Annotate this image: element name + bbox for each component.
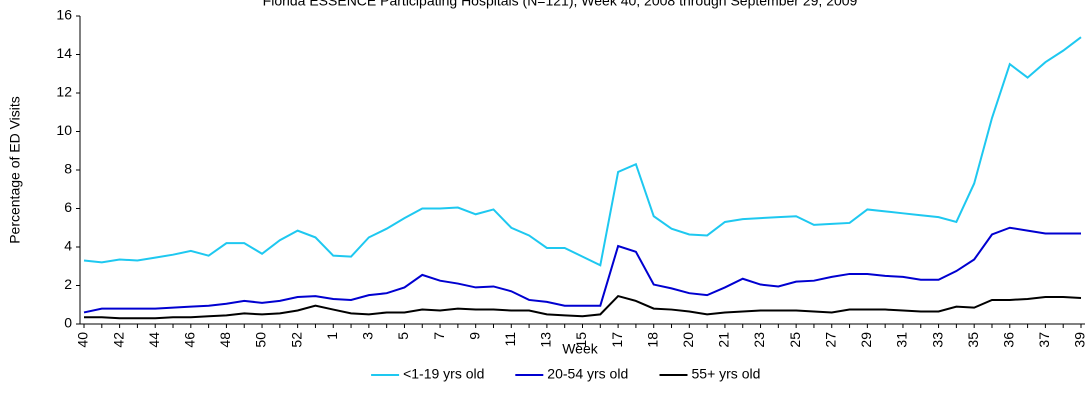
- x-axis-label: Week: [562, 341, 599, 357]
- chart-title: Florida ESSENCE Participating Hospitals …: [263, 0, 858, 9]
- x-tick-label: 27: [822, 332, 838, 348]
- x-tick-label: 25: [787, 332, 803, 348]
- x-tick-label: 23: [751, 332, 767, 348]
- y-tick-label: 16: [56, 7, 72, 23]
- x-tick-label: 36: [1000, 332, 1016, 348]
- x-tick-label: 17: [609, 332, 625, 348]
- y-tick-label: 8: [64, 161, 72, 177]
- x-tick-label: 21: [716, 332, 732, 348]
- y-axis-label: Percentage of ED Visits: [7, 96, 23, 244]
- legend-label: 20-54 yrs old: [547, 366, 628, 382]
- x-tick-label: 7: [431, 332, 447, 340]
- x-tick-label: 48: [217, 332, 233, 348]
- y-tick-label: 0: [64, 315, 72, 331]
- x-tick-label: 20: [680, 332, 696, 348]
- y-tick-label: 2: [64, 276, 72, 292]
- x-tick-label: 5: [395, 332, 411, 340]
- x-tick-label: 9: [466, 332, 482, 340]
- series-line: [83, 36, 1082, 267]
- x-tick-label: 42: [110, 332, 126, 348]
- legend-item: 20-54 yrs old: [515, 366, 628, 382]
- y-tick-label: 10: [56, 122, 72, 138]
- x-tick-label: 3: [360, 332, 376, 340]
- legend-label: <1-19 yrs old: [403, 366, 484, 382]
- legend-item: <1-19 yrs old: [371, 366, 484, 382]
- series-line: [84, 294, 1082, 320]
- y-tick-label: 12: [56, 84, 72, 100]
- x-tick-label: 31: [894, 332, 910, 348]
- x-tick-label: 46: [182, 332, 198, 348]
- x-tick-label: 15: [573, 332, 589, 348]
- x-tick-label: 37: [1036, 332, 1052, 348]
- x-tick-label: 33: [929, 332, 945, 348]
- x-tick-label: 1: [324, 332, 340, 340]
- x-tick-label: 35: [965, 332, 981, 348]
- y-tick-label: 14: [56, 45, 72, 61]
- y-tick-label: 4: [64, 238, 72, 254]
- x-tick-label: 29: [858, 332, 874, 348]
- x-tick-label: 13: [538, 332, 554, 348]
- x-tick-label: 40: [75, 332, 91, 348]
- legend-item: 55+ yrs old: [659, 366, 761, 382]
- legend-label: 55+ yrs old: [692, 366, 761, 382]
- y-tick-label: 6: [64, 199, 72, 215]
- x-tick-label: 18: [644, 332, 660, 348]
- x-tick-label: 50: [253, 332, 269, 348]
- x-tick-label: 11: [502, 332, 518, 347]
- series-line: [83, 226, 1081, 314]
- x-tick-label: 39: [1072, 332, 1088, 348]
- x-tick-label: 52: [288, 332, 304, 348]
- x-tick-label: 44: [146, 332, 162, 348]
